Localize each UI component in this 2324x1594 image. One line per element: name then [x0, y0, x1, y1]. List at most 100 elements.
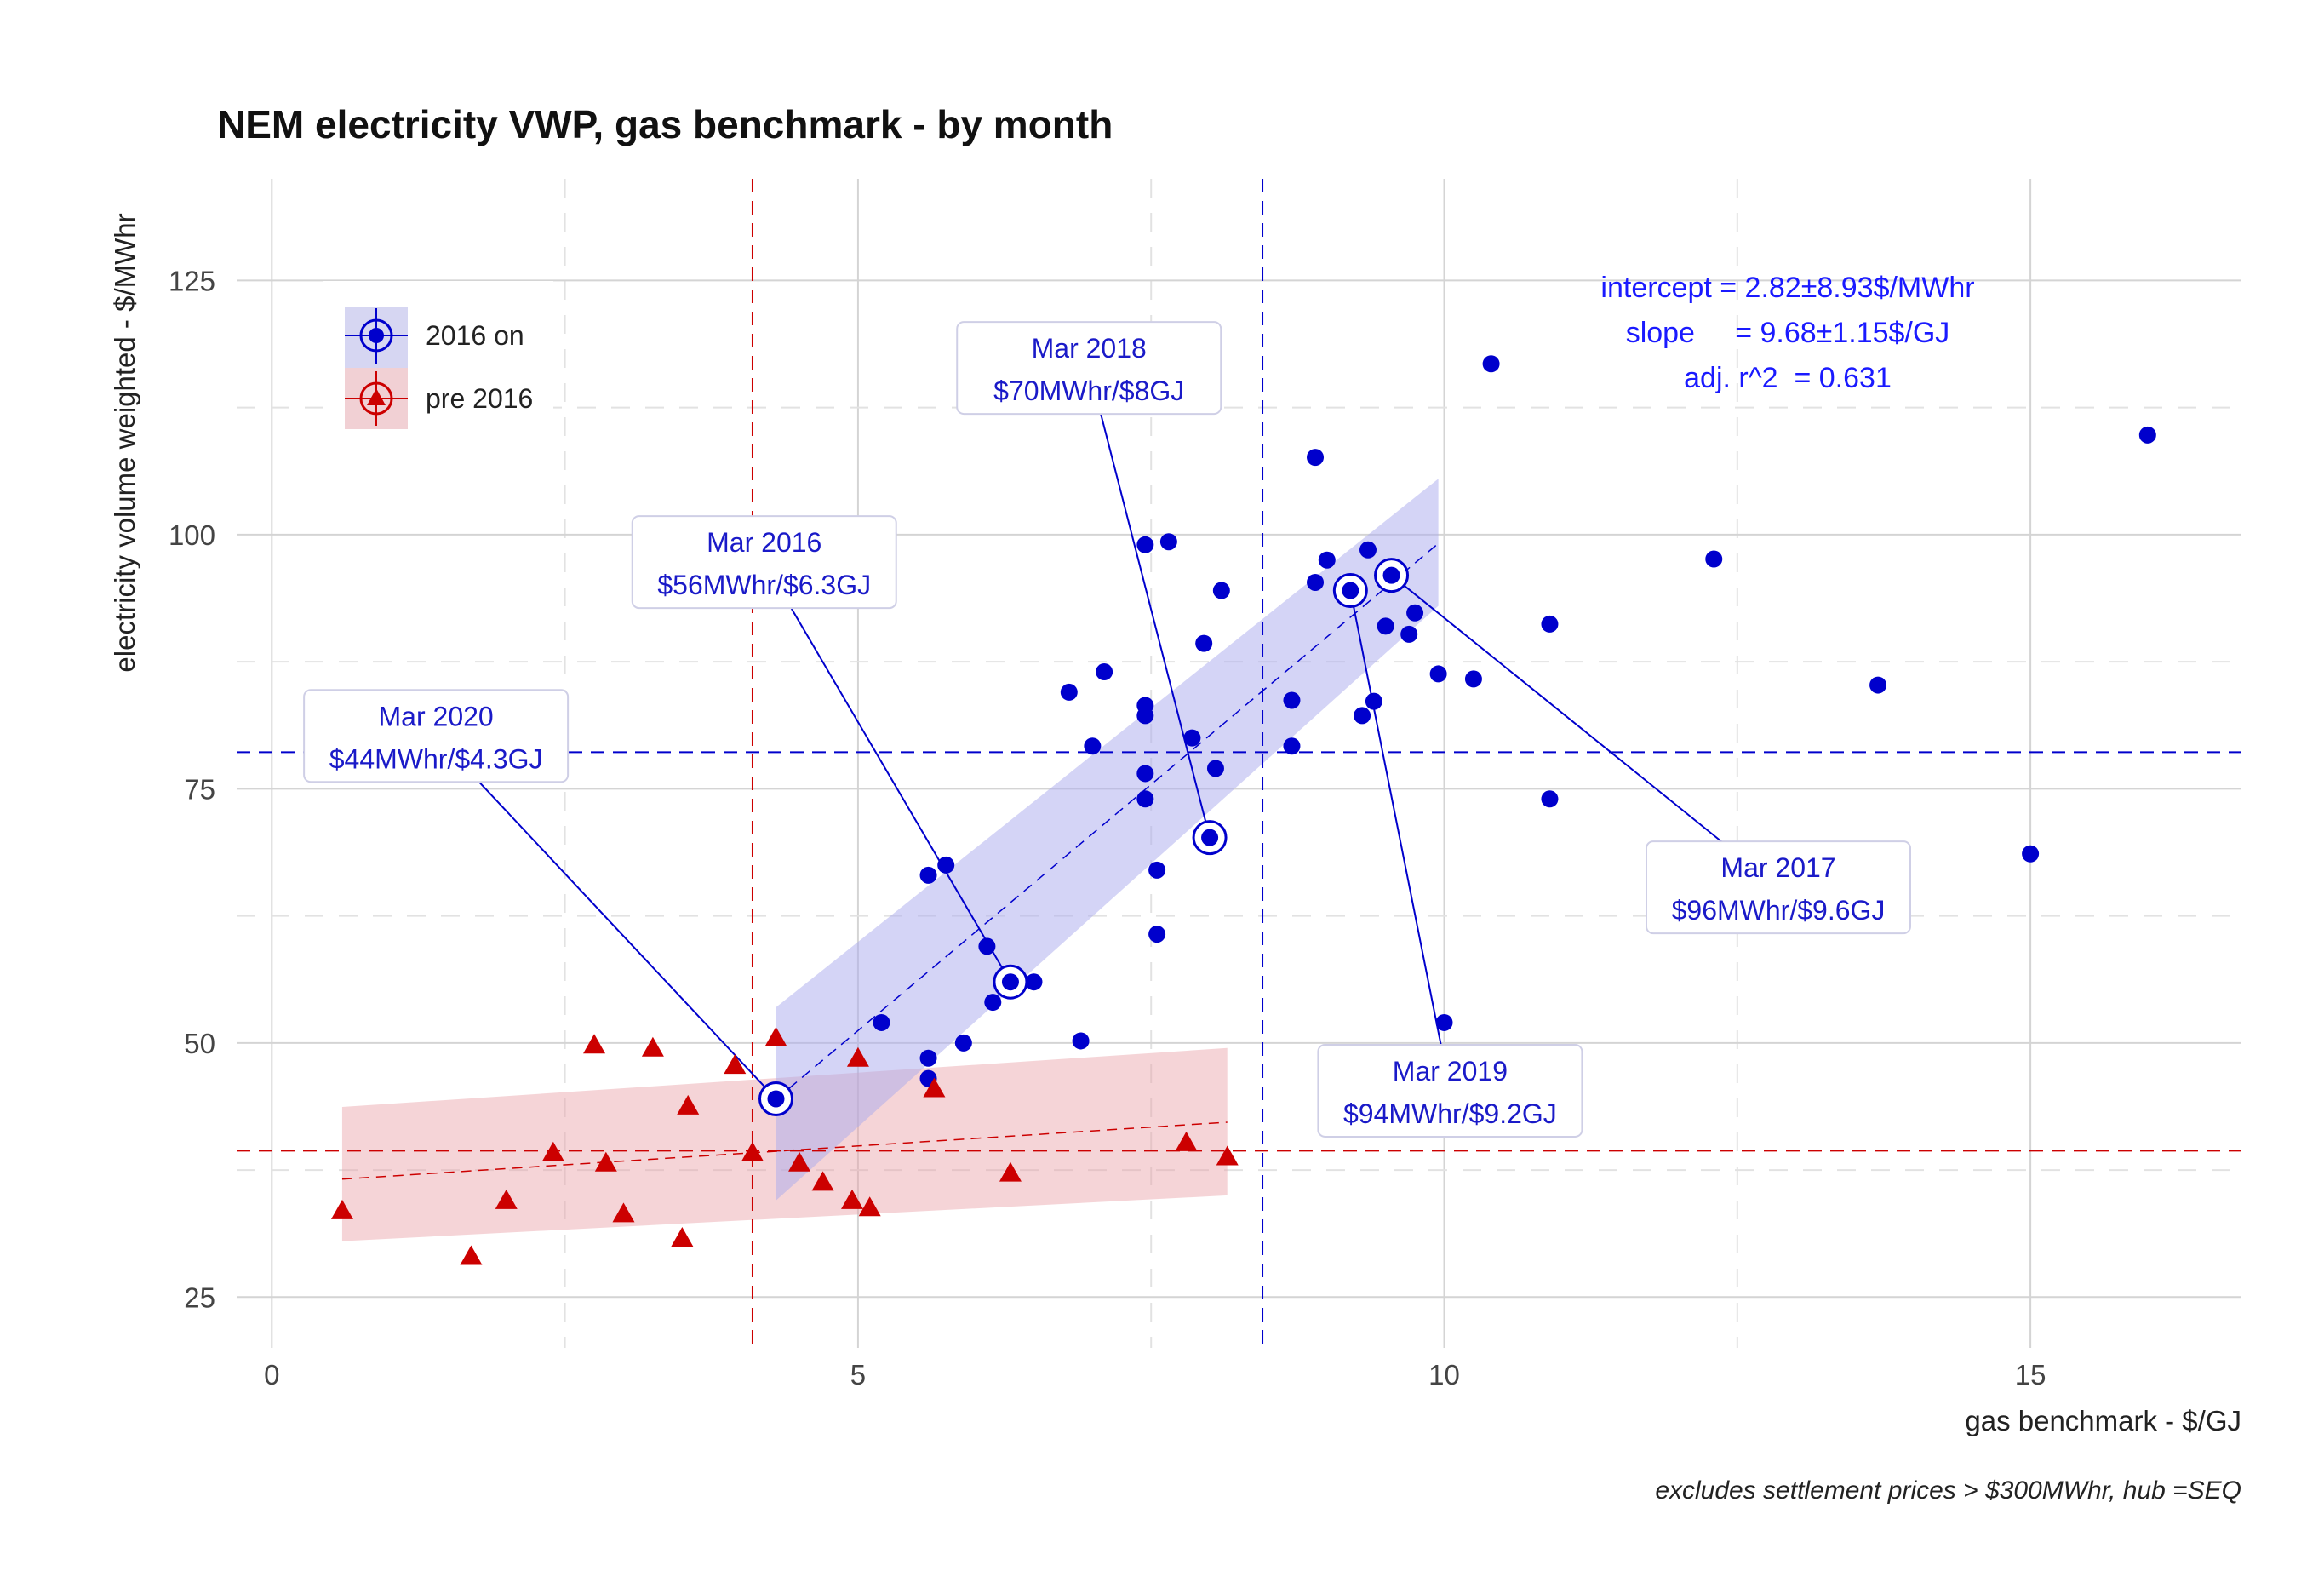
annotation-label-title: Mar 2020	[379, 701, 494, 731]
fit-line-2016-on	[776, 542, 1440, 1100]
data-point-2016-on	[1869, 676, 1887, 694]
chart-title: NEM electricity VWP, gas benchmark - by …	[217, 102, 1113, 146]
data-point-pre-2016	[677, 1094, 700, 1115]
fit-line-pre-2016	[341, 1121, 1228, 1180]
data-point-2016-on	[1307, 449, 1325, 467]
data-point-2016-on	[1136, 765, 1154, 783]
annotation-connector	[763, 561, 1011, 983]
highlight-point	[1201, 829, 1219, 846]
highlight-point	[1001, 973, 1019, 991]
legend-key-blue-ring	[359, 318, 393, 353]
axis-ticks: 0 5 10 15 25 50 75 100 125	[169, 265, 2046, 1390]
highlight-point	[1342, 582, 1359, 599]
data-point-2016-on	[1060, 683, 1078, 701]
data-point-2016-on	[954, 1034, 972, 1052]
legend-key-blue-dot	[369, 328, 384, 343]
data-point-2016-on	[978, 937, 996, 955]
data-point-pre-2016	[612, 1202, 635, 1223]
data-point-2016-on	[1072, 1032, 1090, 1050]
annotation-label-title: Mar 2019	[1393, 1056, 1508, 1087]
data-point-pre-2016	[764, 1026, 787, 1046]
annotation-box	[631, 515, 897, 610]
data-point-2016-on	[1136, 536, 1154, 553]
data-point-2016-on	[1541, 615, 1559, 633]
data-point-2016-on	[1307, 573, 1325, 591]
data-point-2016-on	[984, 994, 1002, 1012]
data-point-pre-2016	[741, 1141, 764, 1161]
data-point-pre-2016	[999, 1161, 1022, 1182]
annotation-connector	[1390, 574, 1779, 888]
data-point-pre-2016	[811, 1171, 834, 1191]
y-tick-label: 100	[169, 519, 215, 551]
data-point-pre-2016	[841, 1189, 864, 1209]
data-point-2016-on	[1159, 533, 1177, 551]
x-tick-label: 15	[2015, 1359, 2046, 1390]
data-point-2016-on	[1482, 355, 1500, 373]
data-point-2016-on	[1136, 707, 1154, 725]
annotation-labels: Mar 2020 $44MWhr/$4.3GJ Mar 2016 $56MWhr/$6…	[303, 321, 1912, 1138]
data-point-2016-on	[1183, 729, 1201, 747]
highlight-point	[767, 1090, 785, 1108]
data-point-2016-on	[873, 1013, 890, 1031]
highlighted-points	[758, 558, 1410, 1116]
data-point-2016-on	[1377, 617, 1394, 635]
data-point-2016-on	[1195, 634, 1213, 652]
data-point-2016-on	[1148, 926, 1166, 943]
data-point-pre-2016	[495, 1189, 518, 1209]
data-point-2016-on	[1283, 691, 1301, 709]
legend-label-pre-2016: pre 2016	[426, 383, 533, 414]
data-point-2016-on	[1435, 1013, 1453, 1031]
confidence-ribbons	[341, 479, 1439, 1241]
annotation-box	[303, 689, 570, 783]
data-point-2016-on	[1283, 737, 1301, 755]
data-point-2016-on	[1206, 760, 1224, 777]
annotation-label-value: $56MWhr/$6.3GJ	[657, 570, 871, 600]
data-point-2016-on	[919, 1049, 937, 1067]
annotation-label-value: $70MWhr/$8GJ	[993, 376, 1184, 406]
data-point-pre-2016	[594, 1151, 617, 1172]
data-point-pre-2016	[788, 1151, 811, 1172]
highlight-point	[1382, 566, 1400, 584]
data-point-pre-2016	[330, 1199, 353, 1219]
annotation-box	[1646, 840, 1912, 935]
x-tick-label: 0	[264, 1359, 279, 1390]
annotation-box	[1317, 1043, 1583, 1138]
data-point-2016-on	[1365, 692, 1382, 710]
ribbon-2016-on	[776, 479, 1439, 1201]
data-point-2016-on	[1084, 737, 1102, 755]
data-point-2016-on	[1705, 550, 1723, 568]
data-point-2016-on	[1359, 541, 1377, 559]
y-axis-title: electricity volume weighted - $/MWhr	[109, 213, 140, 672]
data-point-2016-on	[1318, 551, 1336, 569]
x-tick-label: 5	[850, 1359, 866, 1390]
data-point-2016-on	[1136, 790, 1154, 808]
legend-label-2016-on: 2016 on	[426, 320, 524, 351]
stat-intercept: intercept = 2.82±8.93$/MWhr	[1600, 272, 1974, 304]
annotation-connectors	[435, 367, 1779, 1100]
annotation-label-value: $44MWhr/$4.3GJ	[329, 743, 543, 774]
stat-slope: slope = 9.68±1.15$/GJ	[1626, 317, 1950, 349]
data-point-2016-on	[2138, 426, 2156, 444]
y-tick-label: 25	[184, 1282, 215, 1313]
x-axis-title: gas benchmark - $/GJ	[1965, 1405, 2241, 1436]
y-tick-label: 75	[184, 773, 215, 805]
data-point-pre-2016	[641, 1036, 664, 1057]
grid	[237, 179, 2241, 1348]
data-point-2016-on	[1429, 665, 1447, 683]
data-point-pre-2016	[541, 1141, 564, 1161]
annotation-connector	[435, 735, 777, 1100]
data-point-2016-on	[937, 856, 955, 874]
legend-key-red-triangle	[367, 388, 386, 405]
stat-r-squared: adj. r^2 = 0.631	[1684, 362, 1892, 394]
data-point-2016-on	[1212, 582, 1230, 599]
fit-lines	[341, 542, 1440, 1180]
annotation-label-value: $96MWhr/$9.6GJ	[1672, 895, 1886, 926]
data-point-pre-2016	[583, 1034, 606, 1054]
annotation-label-title: Mar 2016	[707, 527, 821, 558]
y-tick-label: 50	[184, 1028, 215, 1059]
data-point-2016-on	[1400, 625, 1418, 643]
annotation-connector	[1349, 590, 1451, 1092]
data-point-pre-2016	[460, 1245, 483, 1265]
data-point-pre-2016	[858, 1196, 881, 1217]
